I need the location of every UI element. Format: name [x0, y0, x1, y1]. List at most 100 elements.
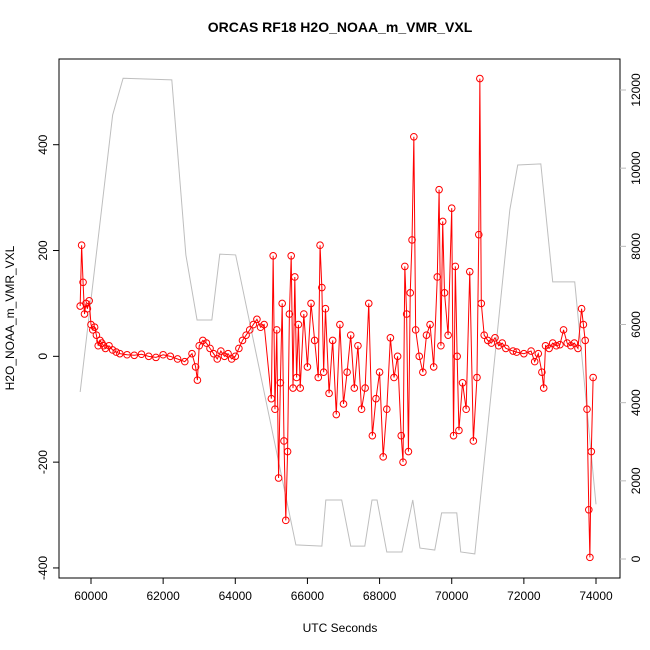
data-point — [473, 373, 481, 382]
data-point — [300, 310, 308, 318]
x-tick-label: 64000 — [219, 589, 253, 603]
data-point — [287, 252, 295, 260]
data-point — [545, 344, 553, 353]
data-point — [242, 331, 250, 339]
data-point — [402, 310, 411, 318]
data-point — [339, 400, 348, 408]
data-point — [419, 368, 427, 376]
chart-title: ORCAS RF18 H2O_NOAA_m_VMR_VXL — [208, 19, 473, 35]
data-point — [213, 355, 222, 363]
data-point — [278, 299, 286, 308]
data-point — [209, 349, 218, 358]
data-point — [303, 363, 312, 371]
data-point — [509, 347, 517, 355]
data-point — [191, 363, 200, 371]
data-point — [556, 340, 564, 349]
data-point — [399, 458, 407, 466]
data-point — [85, 296, 93, 305]
data-point — [83, 304, 92, 313]
series-line — [79, 78, 594, 558]
data-point — [328, 336, 337, 345]
data-point — [274, 474, 283, 482]
data-point — [166, 352, 175, 361]
data-point — [364, 299, 373, 308]
x-axis-label: UTC Seconds — [303, 621, 378, 635]
data-point — [429, 363, 438, 371]
data-point — [440, 289, 449, 297]
data-point — [79, 278, 87, 287]
data-point — [415, 352, 424, 361]
data-point — [502, 344, 510, 353]
y2-tick-label: 8000 — [629, 233, 643, 260]
y2-tick-label: 6000 — [629, 311, 643, 338]
data-point — [444, 331, 452, 339]
data-point — [469, 437, 478, 445]
data-point — [458, 378, 467, 387]
data-point — [587, 447, 596, 456]
data-point — [498, 339, 507, 347]
data-point — [375, 368, 384, 376]
data-point — [202, 339, 211, 347]
data-point — [438, 217, 447, 226]
data-point — [296, 384, 305, 392]
y-tick-label: -400 — [36, 556, 50, 580]
data-point — [294, 320, 303, 329]
data-point — [437, 341, 445, 350]
y-tick-label: 0 — [36, 353, 50, 360]
data-point — [173, 355, 182, 363]
data-point — [477, 299, 486, 308]
data-point — [426, 320, 434, 329]
data-point — [474, 230, 483, 239]
data-point — [422, 331, 431, 339]
data-point — [357, 405, 366, 414]
data-point — [435, 185, 443, 194]
data-point — [159, 350, 167, 359]
data-point — [584, 505, 593, 514]
data-point — [372, 394, 380, 403]
data-point — [408, 236, 416, 244]
data-point — [453, 352, 461, 361]
y2-tick-label: 10000 — [629, 151, 643, 185]
data-point — [224, 349, 232, 358]
data-point — [112, 348, 121, 356]
data-point — [144, 352, 153, 361]
data-point — [271, 405, 279, 414]
data-point — [217, 347, 225, 355]
data-point — [530, 357, 539, 366]
data-point — [318, 283, 326, 292]
data-point — [206, 344, 214, 353]
data-point — [538, 368, 546, 376]
data-point — [316, 241, 324, 250]
x-tick-label: 70000 — [435, 589, 469, 603]
data-point — [245, 326, 254, 334]
y2-tick-label: 12000 — [629, 73, 643, 107]
data-point — [276, 378, 285, 387]
data-point — [137, 350, 146, 359]
data-point — [280, 437, 288, 445]
data-point — [361, 384, 369, 392]
data-point — [307, 299, 315, 308]
data-point — [346, 331, 355, 339]
data-point — [583, 405, 591, 414]
data-point — [193, 376, 202, 384]
data-point — [188, 349, 196, 358]
y-tick-label: -200 — [36, 450, 50, 474]
data-point — [534, 349, 543, 358]
data-point — [319, 368, 328, 376]
data-point — [354, 341, 362, 350]
data-point — [195, 341, 204, 350]
data-point — [455, 426, 463, 435]
y-tick-label: 200 — [36, 240, 50, 260]
data-point — [238, 336, 247, 345]
data-point — [451, 262, 460, 271]
data-point — [433, 273, 442, 281]
data-point — [581, 336, 589, 345]
data-point — [350, 384, 359, 392]
data-point — [123, 350, 131, 359]
data-point — [92, 331, 101, 339]
x-tick-label: 60000 — [74, 589, 108, 603]
data-point — [260, 320, 268, 329]
x-tick-label: 72000 — [507, 589, 541, 603]
data-point — [231, 352, 240, 361]
